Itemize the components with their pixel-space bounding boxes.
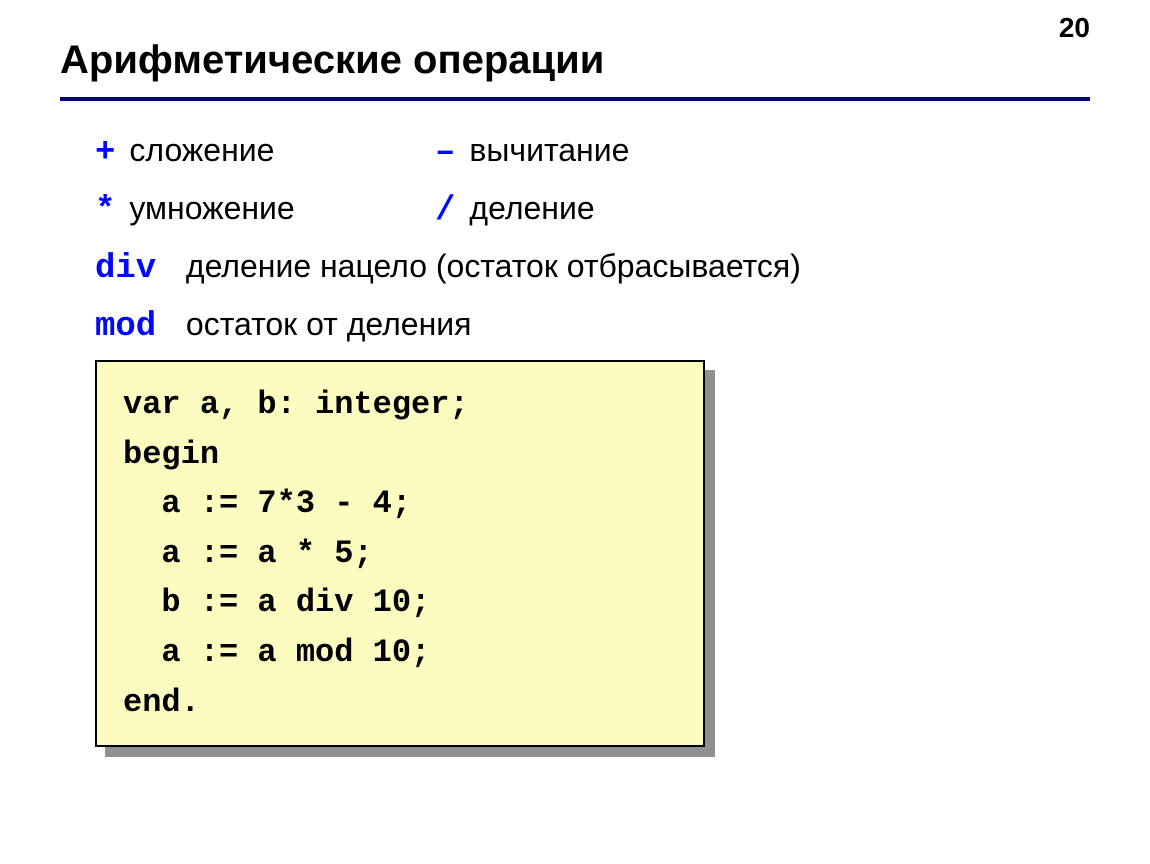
op-line-div: div деление нацело (остаток отбрасываетс…	[95, 248, 1090, 288]
slide-title: Арифметические операции	[60, 38, 1090, 83]
op-desc-minus: вычитание	[469, 132, 629, 169]
op-row-2: * умножение / деление	[95, 190, 1090, 230]
op-desc-div: деление нацело (остаток отбрасывается)	[186, 248, 801, 284]
op-cell-mul: * умножение	[95, 190, 435, 230]
op-symbol-mod: mod	[95, 308, 167, 346]
code-text: var a, b: integer; begin a := 7*3 - 4; a…	[123, 380, 677, 727]
op-desc-div-slash: деление	[469, 190, 594, 227]
op-row-1: + сложение – вычитание	[95, 132, 1090, 172]
code-block: var a, b: integer; begin a := 7*3 - 4; a…	[95, 360, 705, 747]
code-box: var a, b: integer; begin a := 7*3 - 4; a…	[95, 360, 705, 747]
op-cell-minus: – вычитание	[435, 132, 629, 172]
slide: 20 Арифметические операции + сложение – …	[0, 0, 1150, 864]
op-cell-div-slash: / деление	[435, 190, 595, 230]
op-desc-mod: остаток от деления	[186, 306, 472, 342]
op-symbol-div-slash: /	[435, 192, 455, 230]
op-symbol-plus: +	[95, 134, 115, 172]
op-desc-mul: умножение	[129, 190, 294, 227]
op-desc-plus: сложение	[129, 132, 274, 169]
op-cell-plus: + сложение	[95, 132, 435, 172]
title-block: Арифметические операции	[60, 38, 1090, 101]
op-line-mod: mod остаток от деления	[95, 306, 1090, 346]
content: + сложение – вычитание * умножение / дел…	[95, 120, 1090, 364]
op-symbol-div: div	[95, 250, 167, 288]
title-rule	[60, 97, 1090, 101]
op-symbol-mul: *	[95, 192, 115, 230]
op-symbol-minus: –	[435, 134, 455, 172]
